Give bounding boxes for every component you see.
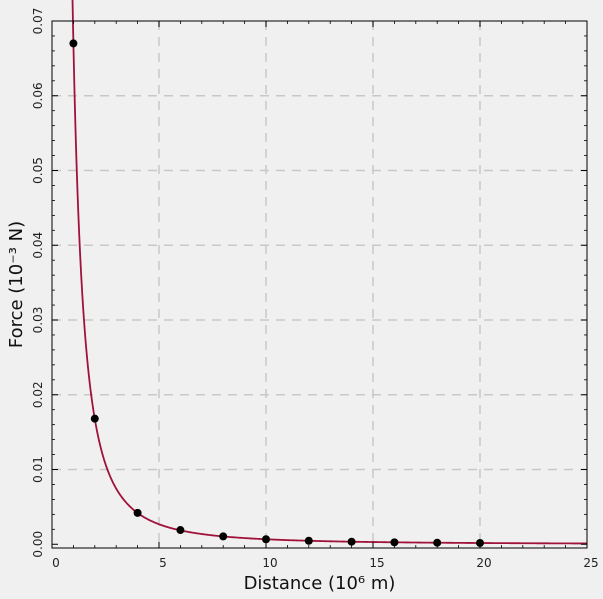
data-point [133,508,142,517]
data-point [262,535,270,544]
plot-frame [51,20,588,549]
y-tick-labels: 0.00 0.01 0.02 0.03 0.04 0.05 0.06 0.07 [31,8,45,558]
y-tick-label: 0.04 [31,232,45,259]
x-tick-labels: 0 5 10 15 20 25 [52,556,598,570]
y-tick-label: 0.07 [31,8,45,35]
curve-layer [71,0,588,545]
ticks [51,20,588,548]
data-points [69,39,484,547]
x-axis-label: Distance (10⁶ m) [244,573,396,594]
y-tick-label: 0.01 [31,456,45,483]
y-tick-label: 0.06 [31,82,45,109]
x-tick-label: 20 [476,556,491,570]
y-axis-label: Force (10⁻³ N) [6,221,27,348]
y-tick-label: 0.00 [31,531,45,558]
data-point [433,538,442,547]
x-tick-label: 10 [262,556,277,570]
x-tick-label: 0 [52,556,60,570]
data-point [304,536,313,545]
data-point [90,414,99,423]
y-tick-label: 0.05 [31,157,45,184]
data-point [390,538,399,547]
y-tick-label: 0.03 [31,307,45,334]
y-tick-label: 0.02 [31,381,45,408]
grid [52,21,587,548]
data-point [69,39,78,48]
x-tick-label: 25 [583,556,598,570]
data-point [219,532,228,541]
fit-curve [71,0,588,545]
data-point [347,537,356,546]
x-tick-label: 15 [369,556,384,570]
data-point [176,526,185,535]
x-tick-label: 5 [159,556,167,570]
